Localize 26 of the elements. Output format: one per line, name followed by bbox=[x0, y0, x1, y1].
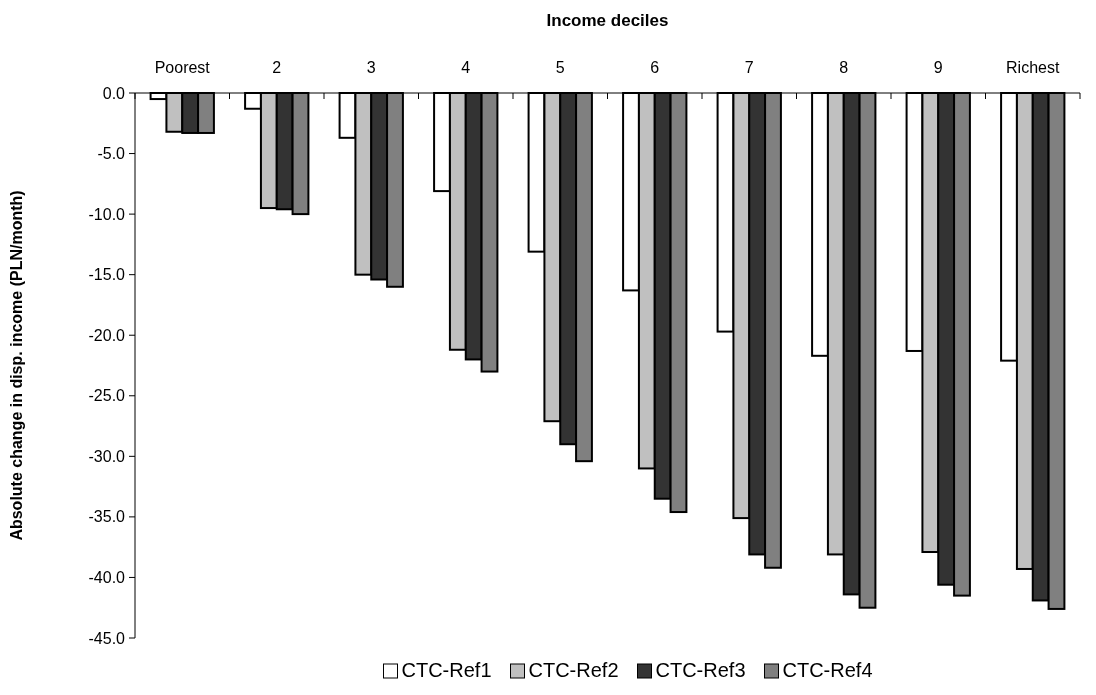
y-tick-label: -40.0 bbox=[88, 569, 126, 587]
x-tick-label: 5 bbox=[555, 59, 565, 76]
x-axis-title: Income deciles bbox=[546, 11, 669, 30]
y-tick-label: 0.0 bbox=[102, 84, 126, 102]
y-tick-label: -45.0 bbox=[88, 629, 126, 647]
y-tick-label: -15.0 bbox=[88, 266, 126, 284]
legend-label: CTC-Ref2 bbox=[528, 659, 619, 681]
x-tick-label: 6 bbox=[650, 59, 660, 76]
y-tick-label: -10.0 bbox=[88, 205, 126, 223]
x-tick-label: Richest bbox=[1006, 59, 1060, 76]
x-tick-label: 8 bbox=[839, 59, 849, 76]
y-tick-label: -5.0 bbox=[97, 145, 126, 163]
x-tick-label: 3 bbox=[366, 59, 376, 76]
legend-label: CTC-Ref1 bbox=[401, 659, 492, 681]
legend-label: CTC-Ref4 bbox=[782, 659, 873, 681]
y-tick-label: -30.0 bbox=[88, 447, 126, 465]
x-tick-label: 7 bbox=[744, 59, 754, 76]
y-axis-title: Absolute change in disp. income (PLN/month) bbox=[8, 190, 25, 541]
x-tick-label: 9 bbox=[933, 59, 943, 76]
x-tick-label: 2 bbox=[272, 59, 282, 76]
y-tick-label: -35.0 bbox=[88, 508, 126, 526]
x-tick-label: 4 bbox=[461, 59, 471, 76]
legend-label: CTC-Ref3 bbox=[655, 659, 746, 681]
y-tick-label: -25.0 bbox=[88, 387, 126, 405]
x-tick-label: Poorest bbox=[154, 59, 211, 76]
y-tick-label: -20.0 bbox=[88, 326, 126, 344]
